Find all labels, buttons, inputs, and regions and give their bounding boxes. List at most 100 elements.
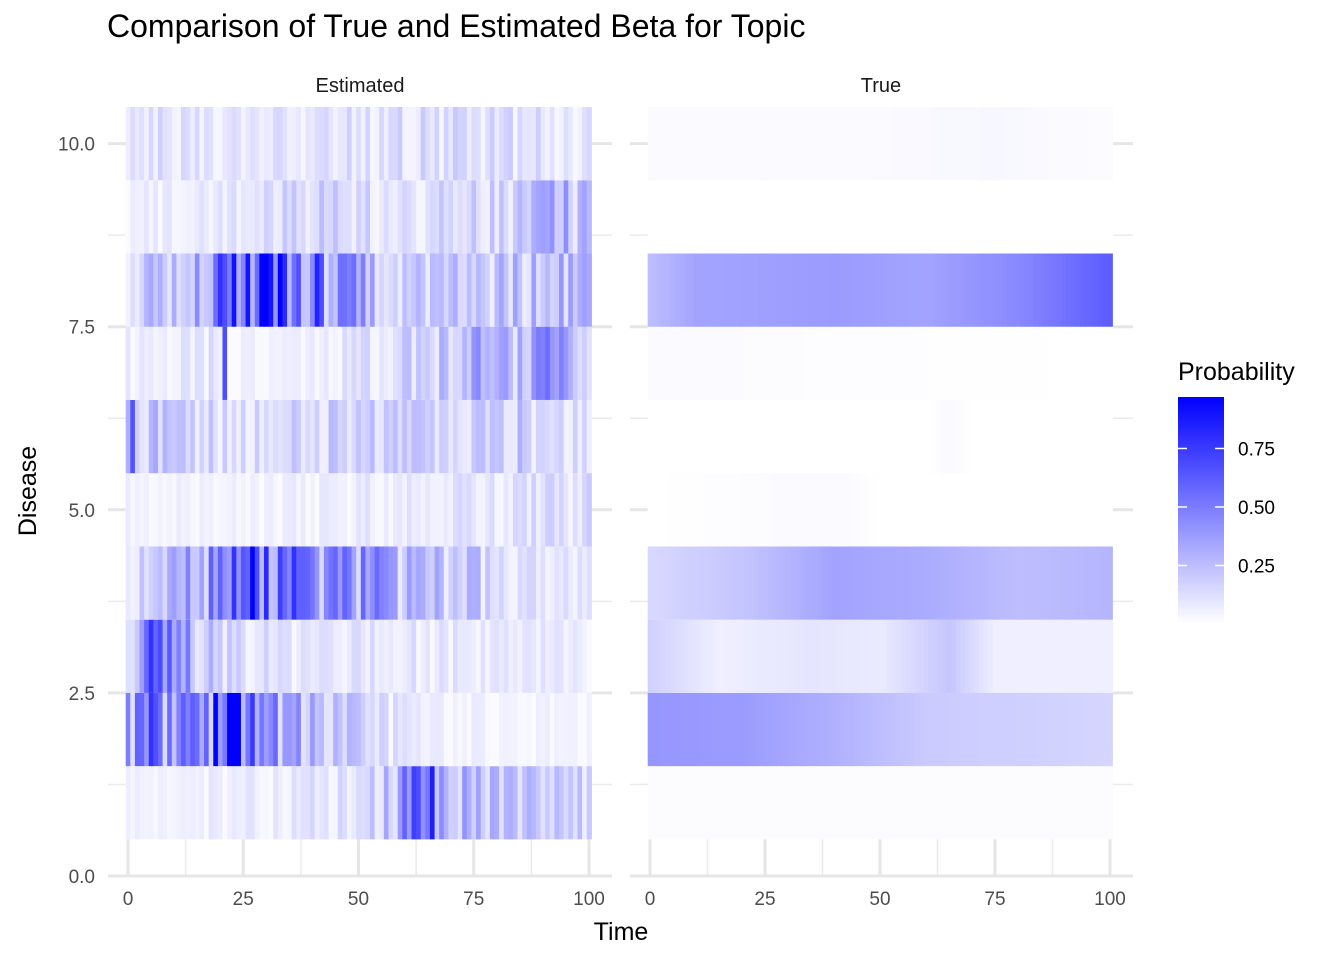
heatmap-cell: [291, 619, 297, 693]
heatmap-cell: [549, 399, 556, 474]
heatmap-cell: [721, 180, 727, 254]
heatmap-cell: [776, 399, 782, 474]
heatmap-cell: [476, 473, 482, 547]
heatmap-cell: [1038, 619, 1044, 693]
heatmap-cell: [217, 253, 224, 327]
heatmap-cell: [213, 692, 219, 767]
heatmap-cell: [231, 619, 237, 693]
heatmap-cell: [213, 473, 219, 547]
heatmap-cell: [416, 253, 422, 327]
heatmap-cell: [337, 546, 343, 620]
heatmap-cell: [951, 180, 957, 254]
heatmap-cell: [346, 399, 353, 474]
heatmap-cell: [310, 619, 316, 693]
heatmap-cell: [1089, 766, 1095, 840]
heatmap-cell: [499, 766, 505, 840]
heatmap-cell: [526, 399, 532, 474]
heatmap-cell: [130, 766, 136, 840]
heatmap-cell: [1052, 326, 1058, 400]
heatmap-cell: [799, 473, 805, 547]
heatmap-cell: [693, 766, 699, 840]
heatmap-cell: [753, 326, 759, 400]
heatmap-cell: [753, 692, 759, 767]
heatmap-cell: [776, 473, 782, 547]
heatmap-cell: [489, 253, 496, 327]
heatmap-cell: [1020, 180, 1026, 254]
heatmap-cell: [744, 619, 750, 693]
heatmap-cell: [707, 692, 713, 767]
y-tick-label: 5.0: [69, 501, 95, 522]
heatmap-cell: [577, 253, 583, 327]
heatmap-cell: [698, 107, 704, 181]
heatmap-cell: [771, 253, 778, 327]
heatmap-cell: [656, 766, 663, 840]
heatmap-cell: [891, 399, 897, 474]
heatmap-cell: [873, 473, 879, 547]
heatmap-cell: [582, 399, 588, 474]
heatmap-cell: [1098, 399, 1104, 474]
heatmap-cell: [434, 766, 440, 840]
heatmap-cell: [448, 253, 454, 327]
heatmap-cell: [434, 399, 440, 474]
heatmap-cell: [716, 619, 722, 693]
heatmap-cell: [712, 253, 718, 327]
heatmap-cell: [799, 180, 805, 254]
heatmap-cell: [499, 546, 505, 620]
heatmap-cell: [231, 326, 237, 400]
heatmap-cell: [457, 473, 463, 547]
heatmap-cell: [245, 473, 251, 547]
heatmap-cell: [434, 326, 440, 400]
heatmap-cell: [1043, 692, 1049, 767]
heatmap-cell: [932, 619, 939, 693]
heatmap-cell: [494, 766, 500, 840]
heatmap-cell: [425, 546, 431, 620]
heatmap-cell: [443, 473, 449, 547]
heatmap-cell: [748, 692, 755, 767]
heatmap-cell: [300, 180, 307, 254]
heatmap-cell: [416, 107, 422, 181]
heatmap-cell: [882, 546, 888, 620]
heatmap-cell: [213, 326, 219, 400]
heatmap-cell: [526, 546, 532, 620]
heatmap-cell: [208, 253, 214, 327]
heatmap-cell: [153, 180, 159, 254]
heatmap-cell: [190, 619, 196, 693]
heatmap-cell: [273, 107, 279, 181]
heatmap-cell: [356, 180, 362, 254]
heatmap-cell: [1052, 399, 1058, 474]
heatmap-cell: [725, 326, 732, 400]
heatmap-cell: [153, 326, 159, 400]
heatmap-cell: [955, 766, 962, 840]
heatmap-cell: [268, 107, 274, 181]
heatmap-cell: [365, 546, 371, 620]
heatmap-cell: [531, 253, 537, 327]
heatmap-cell: [425, 399, 431, 474]
heatmap-cell: [932, 473, 939, 547]
heatmap-cell: [176, 399, 182, 474]
heatmap-cell: [840, 546, 847, 620]
heatmap-cell: [337, 766, 343, 840]
heatmap-cell: [314, 546, 320, 620]
heatmap-cell: [310, 692, 316, 767]
heatmap-cell: [162, 107, 168, 181]
heatmap-cell: [716, 326, 722, 400]
heatmap-cell: [693, 180, 699, 254]
heatmap-cell: [739, 326, 745, 400]
heatmap-cell: [1015, 326, 1021, 400]
heatmap-cell: [840, 766, 847, 840]
heatmap-cell: [194, 253, 201, 327]
heatmap-cell: [439, 546, 445, 620]
heatmap-cell: [231, 253, 237, 327]
heatmap-cell: [342, 766, 348, 840]
heatmap-cell: [753, 766, 759, 840]
heatmap-cell: [1080, 253, 1086, 327]
heatmap-cell: [804, 619, 810, 693]
heatmap-cell: [767, 766, 773, 840]
heatmap-cell: [489, 766, 496, 840]
heatmap-cell: [992, 473, 998, 547]
heatmap-cell: [535, 766, 542, 840]
heatmap-cell: [919, 473, 925, 547]
heatmap-cell: [790, 326, 796, 400]
heatmap-cell: [439, 399, 445, 474]
heatmap-cell: [402, 766, 408, 840]
